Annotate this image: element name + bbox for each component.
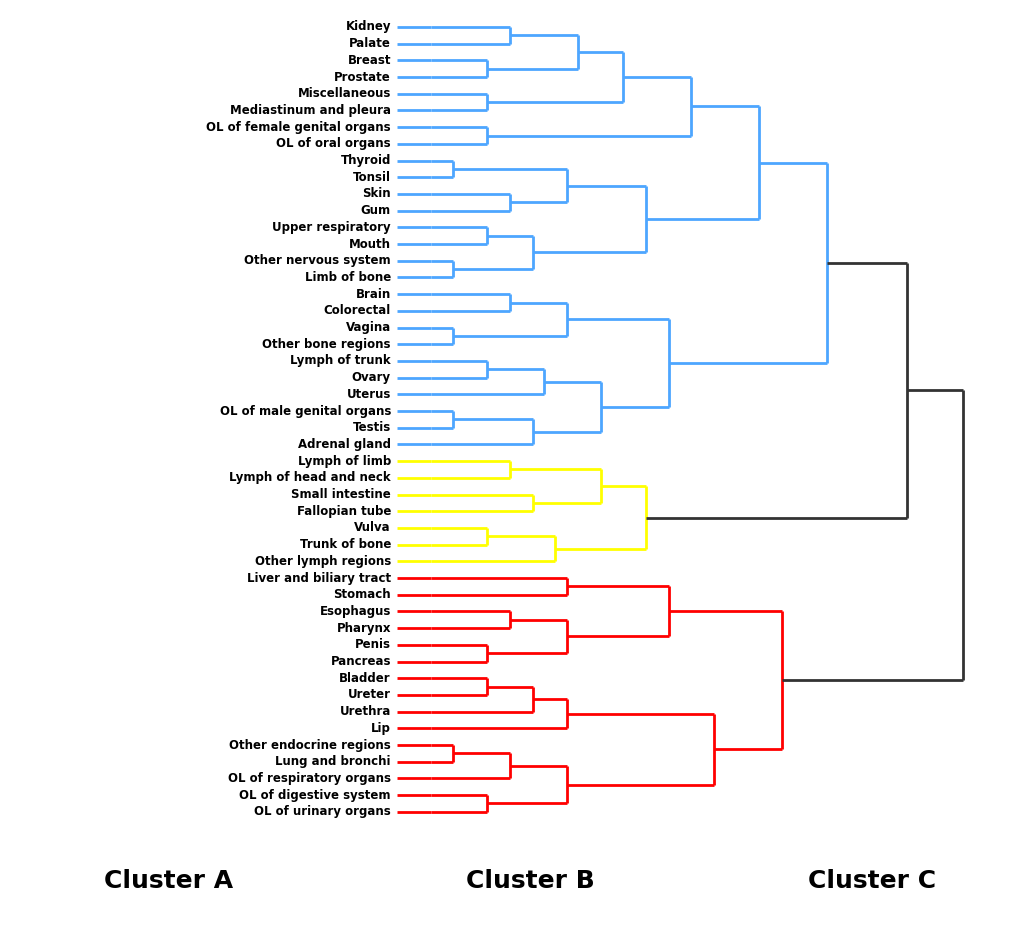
Text: Esophagus: Esophagus	[319, 605, 390, 618]
Text: Testis: Testis	[353, 421, 390, 434]
Text: Urethra: Urethra	[339, 706, 390, 719]
Text: Lymph of limb: Lymph of limb	[298, 455, 390, 468]
Text: OL of digestive system: OL of digestive system	[239, 788, 390, 802]
Text: Brain: Brain	[356, 288, 390, 301]
Text: Cluster C: Cluster C	[807, 869, 935, 893]
Text: Lip: Lip	[371, 721, 390, 734]
Text: Trunk of bone: Trunk of bone	[300, 538, 390, 551]
Text: Pancreas: Pancreas	[330, 655, 390, 668]
Text: Lymph of head and neck: Lymph of head and neck	[229, 472, 390, 485]
Text: Fallopian tube: Fallopian tube	[297, 505, 390, 518]
Text: Ureter: Ureter	[347, 689, 390, 702]
Text: OL of respiratory organs: OL of respiratory organs	[228, 772, 390, 785]
Text: OL of oral organs: OL of oral organs	[276, 137, 390, 150]
Text: Other bone regions: Other bone regions	[262, 337, 390, 350]
Text: OL of urinary organs: OL of urinary organs	[254, 805, 390, 818]
Text: Upper respiratory: Upper respiratory	[272, 221, 390, 234]
Text: Gum: Gum	[361, 204, 390, 217]
Text: Tonsil: Tonsil	[353, 171, 390, 184]
Text: Limb of bone: Limb of bone	[305, 271, 390, 284]
Text: Colorectal: Colorectal	[323, 305, 390, 318]
Text: Small intestine: Small intestine	[291, 488, 390, 501]
Text: Other lymph regions: Other lymph regions	[255, 555, 390, 568]
Text: Palate: Palate	[348, 37, 390, 50]
Text: Bladder: Bladder	[339, 672, 390, 685]
Text: Vulva: Vulva	[354, 521, 390, 534]
Text: Adrenal gland: Adrenal gland	[298, 438, 390, 451]
Text: Lung and bronchi: Lung and bronchi	[275, 755, 390, 768]
Text: Mediastinum and pleura: Mediastinum and pleura	[229, 104, 390, 117]
Text: Miscellaneous: Miscellaneous	[298, 88, 390, 101]
Text: Ovary: Ovary	[352, 371, 390, 384]
Text: Stomach: Stomach	[333, 588, 390, 601]
Text: Cluster B: Cluster B	[466, 869, 594, 893]
Text: Uterus: Uterus	[346, 388, 390, 401]
Text: Prostate: Prostate	[334, 71, 390, 84]
Text: Liver and biliary tract: Liver and biliary tract	[247, 571, 390, 584]
Text: OL of female genital organs: OL of female genital organs	[206, 120, 390, 133]
Text: Mouth: Mouth	[348, 238, 390, 251]
Text: Other nervous system: Other nervous system	[245, 254, 390, 267]
Text: Lymph of trunk: Lymph of trunk	[290, 354, 390, 367]
Text: Kidney: Kidney	[345, 21, 390, 34]
Text: Penis: Penis	[355, 638, 390, 651]
Text: Pharynx: Pharynx	[336, 622, 390, 635]
Text: OL of male genital organs: OL of male genital organs	[219, 404, 390, 418]
Text: Vagina: Vagina	[345, 321, 390, 334]
Text: Breast: Breast	[347, 54, 390, 67]
Text: Thyroid: Thyroid	[340, 154, 390, 167]
Text: Skin: Skin	[362, 187, 390, 200]
Text: Other endocrine regions: Other endocrine regions	[229, 738, 390, 751]
Text: Cluster A: Cluster A	[104, 869, 232, 893]
